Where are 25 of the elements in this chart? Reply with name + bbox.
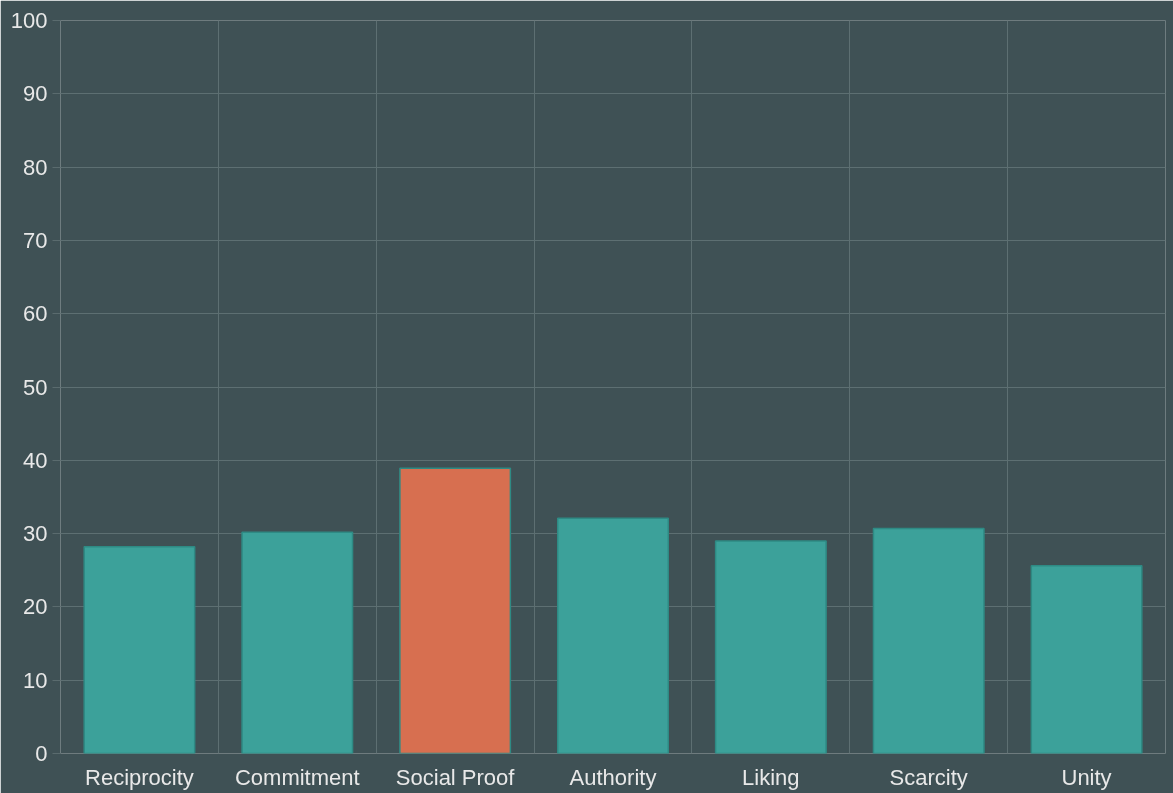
- y-tick-label: 70: [23, 227, 48, 253]
- x-tick-label: Scarcity: [889, 764, 968, 790]
- x-tick-label: Liking: [742, 764, 800, 790]
- x-tick-label: Social Proof: [395, 764, 516, 790]
- y-tick-label: 60: [23, 301, 48, 327]
- y-tick-label: 80: [23, 154, 48, 180]
- y-tick-label: 10: [23, 667, 48, 693]
- bar: [241, 531, 354, 754]
- x-tick-label: Unity: [1061, 764, 1112, 790]
- x-tick-label: Authority: [569, 764, 657, 790]
- y-tick-label: 30: [23, 521, 48, 547]
- bar: [1030, 565, 1143, 754]
- y-tick-label: 20: [23, 594, 48, 620]
- bar: [399, 467, 512, 754]
- y-tick-label: 100: [10, 8, 48, 33]
- y-tick-label: 0: [35, 741, 48, 766]
- y-tick-label: 90: [23, 81, 48, 107]
- y-tick-label: 50: [23, 374, 48, 400]
- bar: [872, 527, 985, 754]
- x-tick-label: Commitment: [234, 764, 360, 790]
- bar: [83, 546, 196, 754]
- y-tick-label: 40: [23, 447, 48, 473]
- bar: [714, 540, 827, 754]
- x-tick-label: Reciprocity: [85, 764, 194, 790]
- bar: [557, 517, 669, 754]
